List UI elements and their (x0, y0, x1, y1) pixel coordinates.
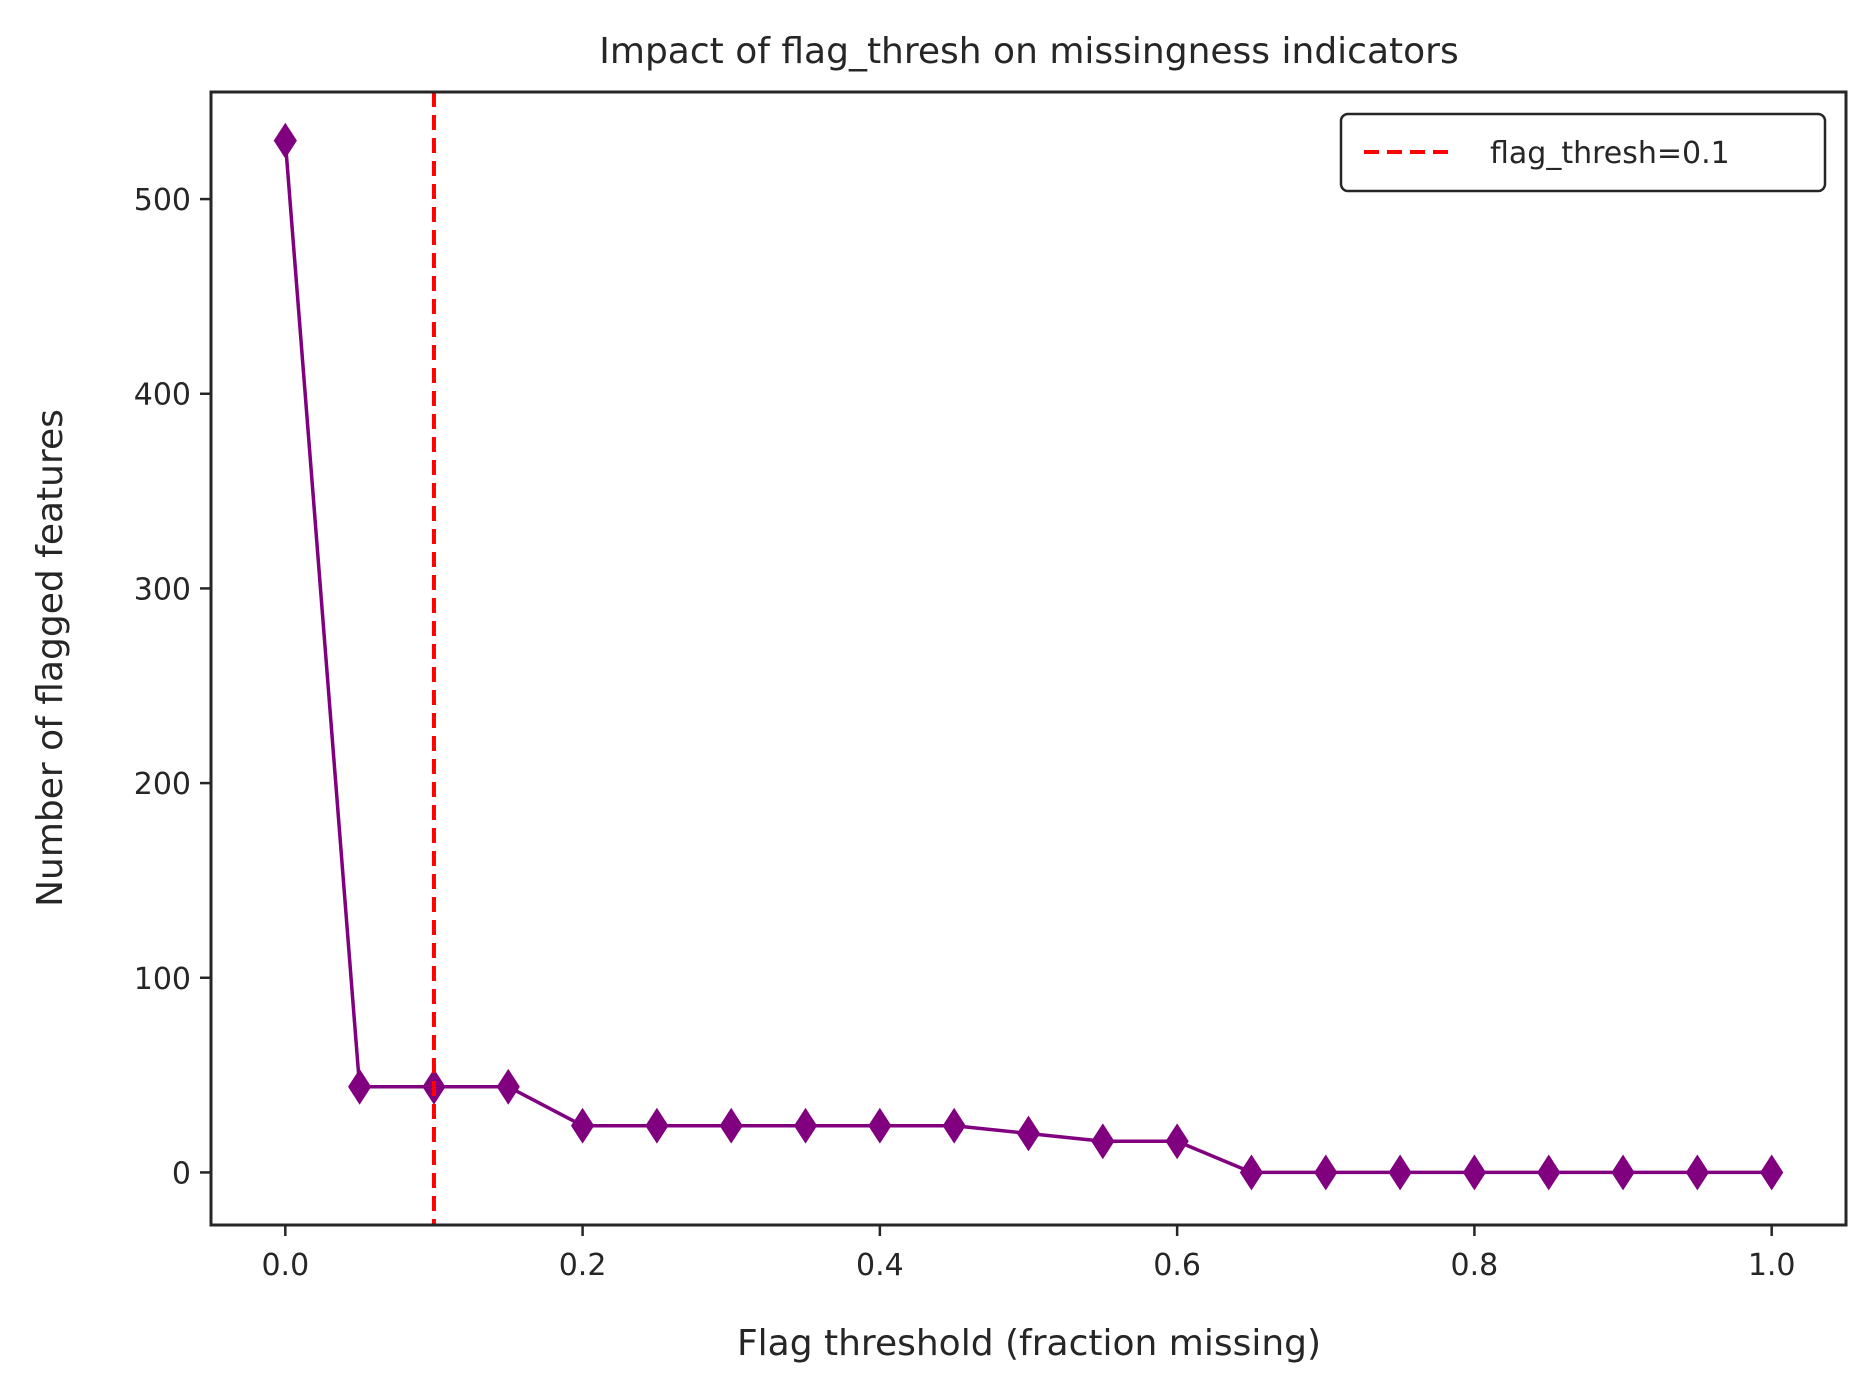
x-tick-label: 0.4 (856, 1248, 904, 1283)
data-point (1538, 1155, 1560, 1189)
data-point (1612, 1155, 1634, 1189)
data-point (795, 1109, 817, 1143)
data-point (274, 124, 296, 158)
y-tick-label: 500 (134, 183, 191, 218)
data-point (1761, 1155, 1783, 1189)
data-point (1166, 1124, 1188, 1158)
chart-title: Impact of flag_thresh on missingness ind… (599, 31, 1458, 72)
data-point (869, 1109, 891, 1143)
x-tick-label: 0.0 (261, 1248, 309, 1283)
data-point (720, 1109, 742, 1143)
legend: flag_thresh=0.1 (1341, 114, 1825, 191)
x-axis-label: Flag threshold (fraction missing) (737, 1323, 1321, 1364)
y-axis-label: Number of flagged features (30, 409, 71, 907)
data-point (1018, 1117, 1040, 1151)
data-point (1315, 1155, 1337, 1189)
data-point (1240, 1155, 1262, 1189)
y-tick-label: 200 (134, 767, 191, 802)
data-point (1389, 1155, 1411, 1189)
data-point (1092, 1124, 1114, 1158)
plot-frame (211, 92, 1846, 1225)
data-point (572, 1109, 594, 1143)
y-tick-label: 100 (134, 962, 191, 997)
y-axis: 0 100 200 300 400 500 (134, 183, 211, 1191)
x-tick-label: 0.6 (1153, 1248, 1201, 1283)
data-point (1463, 1155, 1485, 1189)
legend-label: flag_thresh=0.1 (1490, 136, 1730, 171)
data-point (646, 1109, 668, 1143)
data-point (1686, 1155, 1708, 1189)
y-tick-label: 0 (172, 1156, 191, 1191)
y-tick-label: 400 (134, 378, 191, 413)
series-line (285, 141, 1771, 1173)
data-point (349, 1070, 371, 1104)
x-tick-label: 0.8 (1451, 1248, 1499, 1283)
plot-area (274, 92, 1782, 1225)
x-tick-label: 0.2 (559, 1248, 607, 1283)
x-tick-label: 1.0 (1748, 1248, 1796, 1283)
x-axis: 0.0 0.2 0.4 0.6 0.8 1.0 (261, 1225, 1795, 1283)
data-point (943, 1109, 965, 1143)
y-tick-label: 300 (134, 572, 191, 607)
data-point (497, 1070, 519, 1104)
